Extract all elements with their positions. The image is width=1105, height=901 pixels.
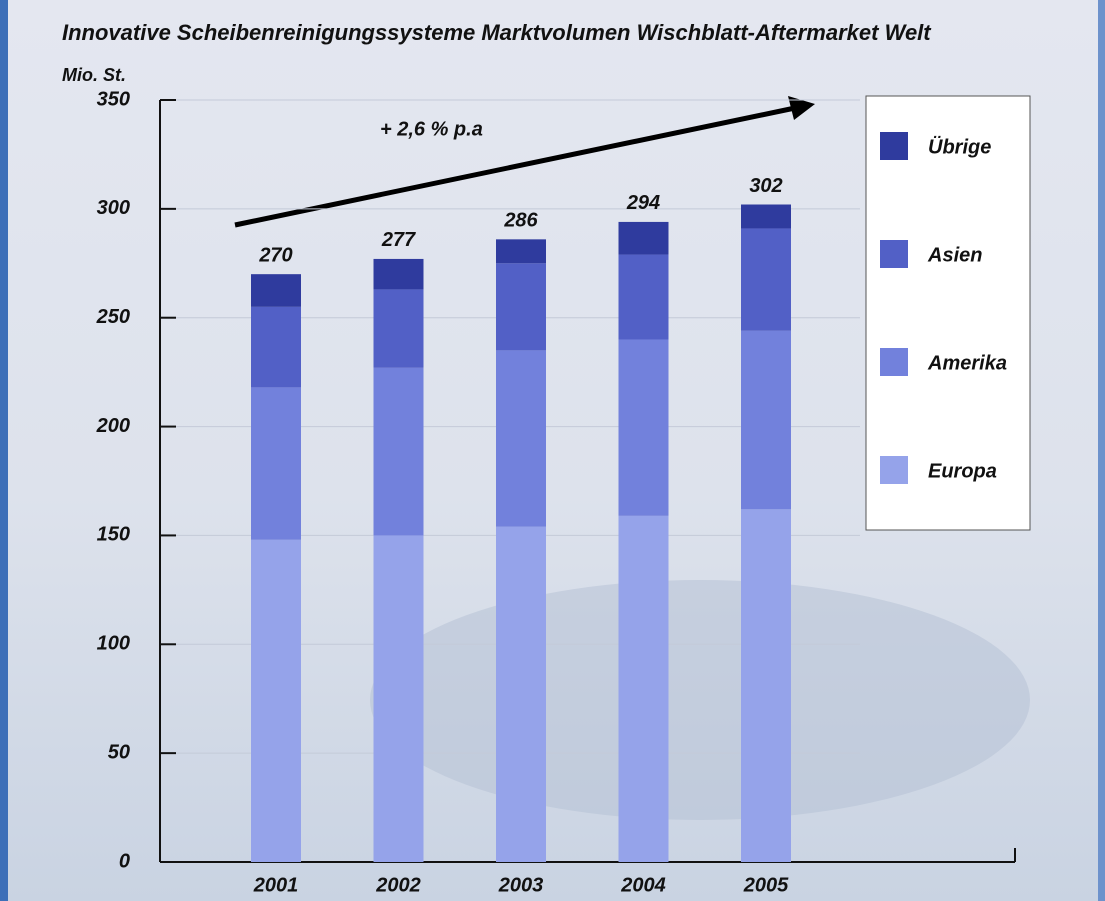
bar-segment	[251, 274, 301, 307]
bar-segment	[251, 539, 301, 862]
bar-segment	[741, 330, 791, 510]
x-tick-label: 2003	[498, 874, 544, 896]
bar-segment	[741, 204, 791, 229]
legend-label: Übrige	[928, 135, 991, 158]
legend-label: Europa	[928, 460, 997, 482]
y-tick-label: 350	[97, 88, 130, 110]
bar-segment	[373, 258, 424, 290]
trend-arrow	[234, 105, 796, 228]
chart-title: Innovative Scheibenreinigungssysteme Mar…	[62, 20, 932, 45]
bar-segment	[618, 515, 669, 862]
bar-segment	[251, 387, 301, 540]
bar-segment	[496, 350, 546, 527]
bar-segment	[373, 535, 424, 862]
bar-segment	[496, 239, 546, 264]
x-tick-label: 2001	[253, 874, 299, 896]
x-tick-label: 2005	[743, 874, 789, 896]
legend-swatch	[880, 240, 908, 268]
legend-label: Amerika	[927, 352, 1007, 374]
y-tick-label: 50	[108, 741, 130, 763]
x-tick-label: 2002	[375, 874, 421, 896]
legend-swatch	[880, 132, 908, 160]
legend-swatch	[880, 456, 908, 484]
total-label: 302	[749, 175, 782, 197]
backdrop-image	[370, 580, 1030, 820]
bar-segment	[741, 228, 791, 331]
total-label: 286	[503, 210, 538, 232]
y-tick-label: 150	[97, 524, 130, 546]
bar-segment	[496, 263, 546, 351]
bar-segment	[618, 339, 669, 516]
bar-segment	[618, 254, 669, 340]
y-tick-label: 250	[96, 306, 130, 328]
bar-segment	[741, 509, 791, 862]
total-label: 277	[381, 229, 416, 251]
y-tick-label: 100	[97, 633, 130, 655]
bar-segment	[251, 306, 301, 388]
annotation: + 2,6 % p.a	[380, 118, 483, 140]
total-label: 294	[626, 192, 660, 214]
y-tick-label: 200	[96, 415, 130, 437]
bar-segment	[496, 526, 546, 862]
y-tick-label: 0	[119, 850, 130, 872]
total-label: 270	[258, 244, 292, 266]
legend-swatch	[880, 348, 908, 376]
legend-label: Asien	[927, 244, 982, 266]
trend-arrow-head	[788, 96, 815, 120]
bar-segment	[373, 289, 424, 368]
y-axis-label: Mio. St.	[62, 65, 126, 85]
bar-segment	[618, 221, 669, 255]
y-tick-label: 300	[97, 197, 130, 219]
bar-segment	[373, 367, 424, 536]
x-tick-label: 2004	[620, 874, 666, 896]
